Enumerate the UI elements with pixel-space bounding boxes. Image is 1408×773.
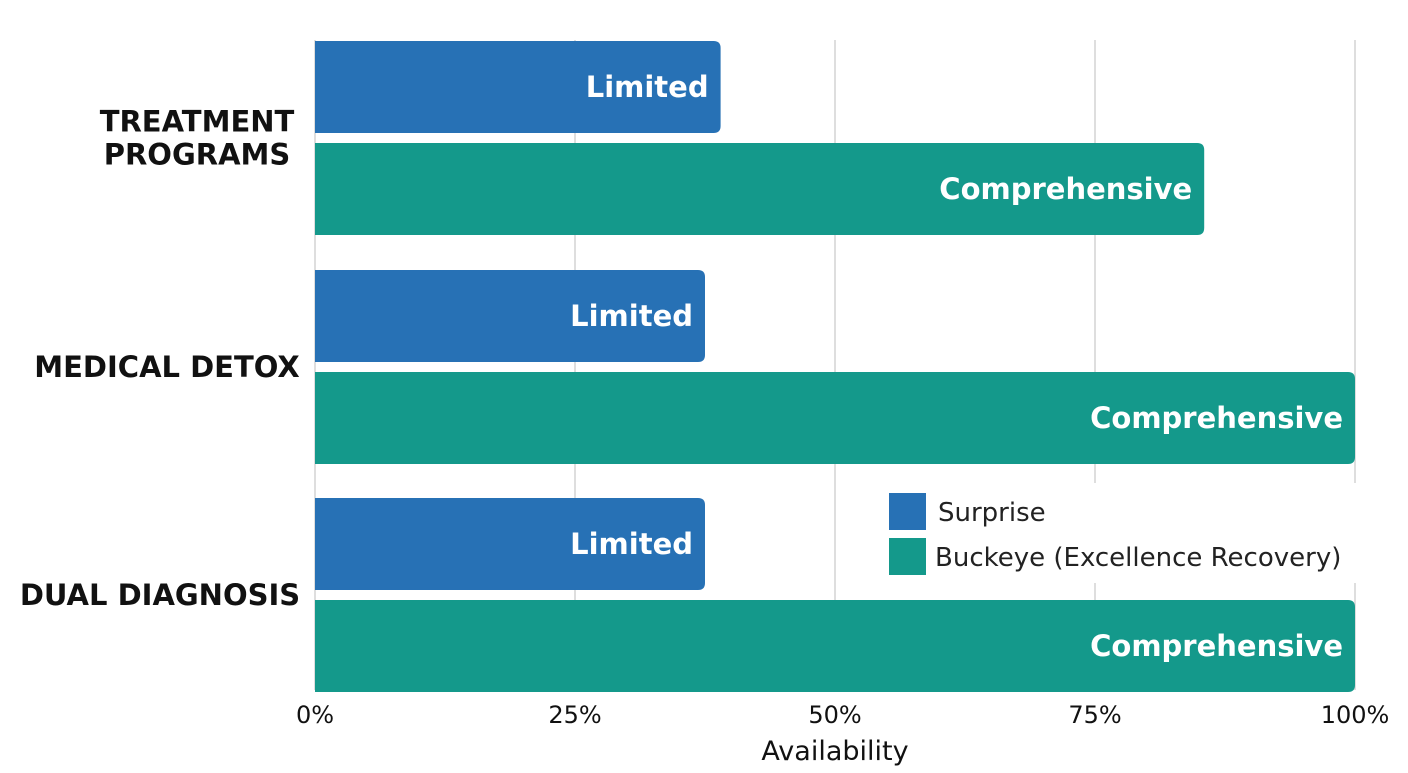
category-label: PROGRAMS [104, 138, 291, 172]
legend-swatch-buckeye [889, 538, 926, 575]
x-tick-label: 50% [808, 701, 861, 729]
x-tick-label: 25% [548, 701, 601, 729]
bar-surprise-2 [315, 498, 705, 590]
bar-data-label: Limited [570, 527, 693, 561]
x-tick-label: 75% [1068, 701, 1121, 729]
bar-buckeye-0 [315, 143, 1205, 235]
bar-data-label: Comprehensive [939, 172, 1192, 206]
bar-buckeye-2 [315, 600, 1355, 692]
bar-surprise-1 [315, 270, 705, 362]
x-tick-label: 0% [296, 701, 334, 729]
legend-label: Buckeye (Excellence Recovery) [935, 543, 1341, 573]
category-label: TREATMENT [100, 105, 295, 139]
bar-surprise-0 [315, 41, 721, 133]
category-label: DUAL DIAGNOSIS [20, 578, 300, 612]
x-tick-label: 100% [1321, 701, 1390, 729]
bar-data-label: Limited [570, 299, 693, 333]
legend-background [862, 483, 1358, 583]
x-axis-title: Availability [761, 736, 908, 767]
category-label: MEDICAL DETOX [34, 350, 299, 384]
bar-data-label: Limited [586, 70, 709, 104]
legend-swatch-surprise [889, 493, 926, 530]
bar-data-label: Comprehensive [1090, 401, 1343, 435]
bar-data-label: Comprehensive [1090, 629, 1343, 663]
bar-buckeye-1 [315, 372, 1355, 464]
legend-label: Surprise [938, 498, 1046, 528]
